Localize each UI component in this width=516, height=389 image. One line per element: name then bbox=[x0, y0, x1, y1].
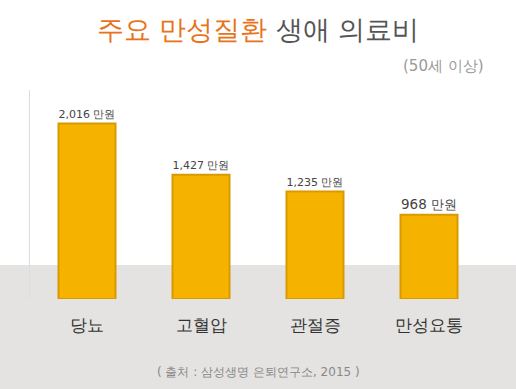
svg-text:만성요통: 만성요통 bbox=[395, 315, 463, 335]
svg-text:당뇨: 당뇨 bbox=[70, 315, 104, 335]
svg-text:1,235 만원: 1,235 만원 bbox=[287, 176, 344, 189]
svg-text:고혈압: 고혈압 bbox=[176, 315, 227, 335]
svg-text:관절증: 관절증 bbox=[290, 315, 341, 335]
svg-text:1,427 만원: 1,427 만원 bbox=[173, 159, 230, 172]
svg-text:2,016 만원: 2,016 만원 bbox=[59, 108, 116, 121]
svg-text:(50세 이상): (50세 이상) bbox=[403, 57, 484, 75]
svg-text:968 만원: 968 만원 bbox=[401, 196, 457, 212]
svg-text:( 출처 : 삼성생명 은퇴연구소, 2015 ): ( 출처 : 삼성생명 은퇴연구소, 2015 ) bbox=[157, 365, 360, 379]
svg-text:주요 만성질환 생애 의료비: 주요 만성질환 생애 의료비 bbox=[97, 14, 420, 45]
